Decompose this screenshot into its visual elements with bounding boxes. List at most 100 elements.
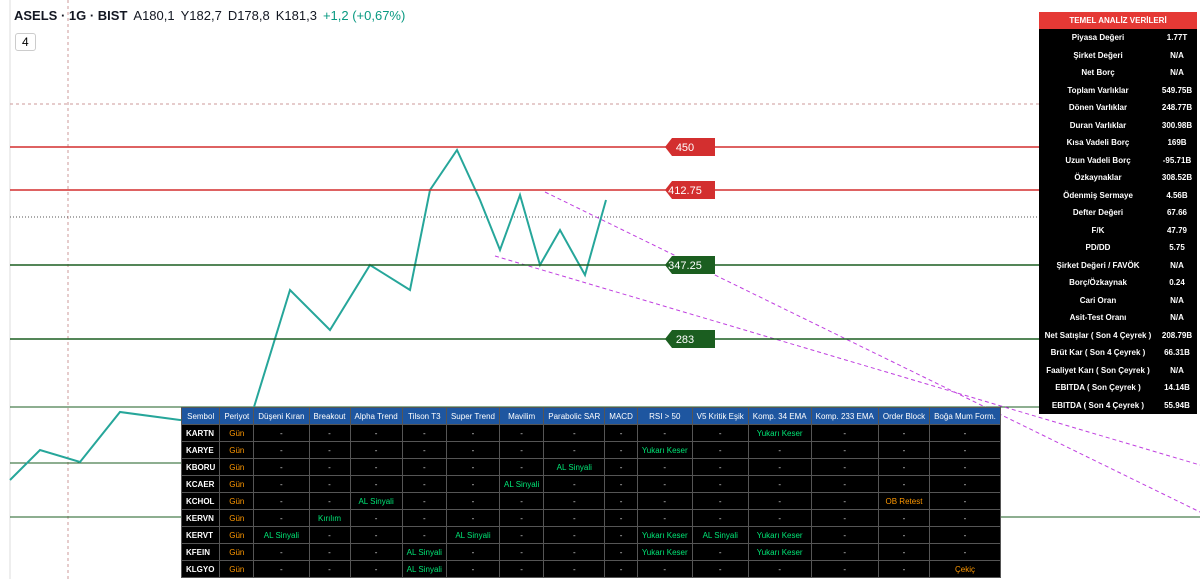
signal-cell: - <box>636 475 693 493</box>
metric-value: N/A <box>1170 68 1184 78</box>
signal-cell: - <box>308 543 351 561</box>
signal-cell: - <box>691 441 749 459</box>
signal-cell: - <box>636 424 693 442</box>
signal-cell: - <box>877 424 931 442</box>
signal-cell: - <box>877 458 931 476</box>
symbol-cell: KCHOL <box>180 492 221 510</box>
metric-value: 300.98B <box>1161 120 1193 130</box>
signal-cell: - <box>308 492 351 510</box>
screener-row: KERVT Gün AL Sinyali - - - AL Sinyali - - - Yukarı… <box>180 526 1001 544</box>
metric-label: Toplam Varlıklar <box>1067 85 1129 95</box>
panel-title: TEMEL ANALİZ VERİLERİ <box>1039 12 1197 29</box>
fundamental-row: Net Satışlar ( Son 4 Çeyrek ) 208.79B <box>1039 327 1197 345</box>
signal-cell: - <box>636 560 693 578</box>
signal-cell: Kırılım <box>308 509 351 527</box>
signal-cell: AL Sinyali <box>253 526 310 544</box>
column-header: Super Trend <box>445 407 500 425</box>
screener-row: KARYE Gün - - - - - - - - Yukarı Keser - - - - - <box>180 441 1001 459</box>
signal-cell: - <box>929 526 1001 544</box>
signal-cell: - <box>877 526 931 544</box>
signal-cell: - <box>929 475 1001 493</box>
metric-value: 14.14B <box>1164 383 1190 393</box>
signal-cell: Gün <box>219 458 255 476</box>
signal-cell: - <box>253 458 310 476</box>
fundamental-row: Kısa Vadeli Borç 169B <box>1039 134 1197 152</box>
metric-value: 549.75B <box>1161 85 1193 95</box>
signal-cell: - <box>349 543 403 561</box>
level-tag <box>665 138 715 156</box>
signal-cell: - <box>498 458 545 476</box>
metric-label: Şirket Değeri / FAVÖK <box>1056 260 1140 270</box>
metric-value: 55.94B <box>1164 400 1190 410</box>
signal-cell: OB Retest <box>877 492 931 510</box>
signal-cell: Gün <box>219 526 255 544</box>
signal-cell: - <box>877 543 931 561</box>
signal-cell: Çekiç <box>929 560 1001 578</box>
signal-cell: - <box>691 509 749 527</box>
signal-cell: - <box>308 424 351 442</box>
level-label: 347.25 <box>668 260 702 272</box>
signal-cell: - <box>636 492 693 510</box>
signal-cell: - <box>810 441 879 459</box>
signal-cell: - <box>604 424 638 442</box>
signal-cell: - <box>747 458 812 476</box>
metric-value: N/A <box>1170 260 1184 270</box>
metric-label: Borç/Özkaynak <box>1069 278 1127 288</box>
signal-cell: - <box>877 509 931 527</box>
ohlc-value: D178,8 <box>227 8 270 23</box>
metric-label: Dönen Varlıklar <box>1068 103 1128 113</box>
signal-cell: - <box>253 441 310 459</box>
signal-cell: Yukarı Keser <box>636 441 693 459</box>
signal-cell: - <box>877 441 931 459</box>
signal-cell: Gün <box>219 543 255 561</box>
level-label: 450 <box>676 142 694 154</box>
symbol-cell: KARTN <box>180 424 221 442</box>
fundamental-row: Brüt Kar ( Son 4 Çeyrek ) 66.31B <box>1039 344 1197 362</box>
metric-value: N/A <box>1170 365 1184 375</box>
metric-label: Şirket Değeri <box>1073 50 1123 60</box>
column-header: Komp. 233 EMA <box>810 407 879 425</box>
signal-cell: - <box>929 543 1001 561</box>
interval[interactable]: 4 <box>15 33 36 51</box>
signal-cell: - <box>308 475 351 493</box>
fundamental-row: Şirket Değeri N/A <box>1039 47 1197 65</box>
metric-label: Duran Varlıklar <box>1069 120 1127 130</box>
signal-cell: - <box>308 441 351 459</box>
signal-cell: Gün <box>219 509 255 527</box>
fundamental-row: Şirket Değeri / FAVÖK N/A <box>1039 257 1197 275</box>
ohlc-value: Y182,7 <box>180 8 222 23</box>
column-header: RSI > 50 <box>636 407 693 425</box>
metric-value: 4.56B <box>1166 190 1188 200</box>
level-tag <box>665 256 715 274</box>
metric-label: Asit-Test Oranı <box>1069 313 1127 323</box>
fundamental-row: Net Borç N/A <box>1039 64 1197 82</box>
signal-cell: - <box>604 509 638 527</box>
metric-label: Kısa Vadeli Borç <box>1066 138 1130 148</box>
metric-value: 208.79B <box>1161 330 1193 340</box>
signal-cell: AL Sinyali <box>543 458 606 476</box>
metric-label: Ödenmiş Sermaye <box>1063 190 1133 200</box>
signal-cell: Yukarı Keser <box>747 543 812 561</box>
signal-cell: - <box>691 492 749 510</box>
signal-cell: Gün <box>219 441 255 459</box>
metric-label: Uzun Vadeli Borç <box>1065 155 1131 165</box>
screener-row: KARTN Gün - - - - - - - - - - Yukarı Keser - - - <box>180 424 1001 442</box>
fundamental-row: Borç/Özkaynak 0.24 <box>1039 274 1197 292</box>
signal-cell: - <box>543 441 606 459</box>
signal-cell: - <box>929 458 1001 476</box>
metric-value: 47.79 <box>1166 225 1188 235</box>
metric-label: Net Borç <box>1081 68 1115 78</box>
symbol-cell: KERVT <box>180 526 221 544</box>
metric-value: 308.52B <box>1161 173 1193 183</box>
signal-cell: - <box>810 526 879 544</box>
signal-cell: - <box>445 441 500 459</box>
signal-cell: - <box>810 560 879 578</box>
signal-cell: - <box>604 543 638 561</box>
fundamental-row: EBITDA ( Son 4 Çeyrek ) 55.94B <box>1039 397 1197 415</box>
signal-cell: - <box>543 526 606 544</box>
signal-cell: AL Sinyali <box>498 475 545 493</box>
symbol[interactable]: ASELS · 1G · BIST <box>14 8 128 23</box>
signal-cell: - <box>810 509 879 527</box>
signal-cell: - <box>349 560 403 578</box>
fundamental-row: Dönen Varlıklar 248.77B <box>1039 99 1197 117</box>
